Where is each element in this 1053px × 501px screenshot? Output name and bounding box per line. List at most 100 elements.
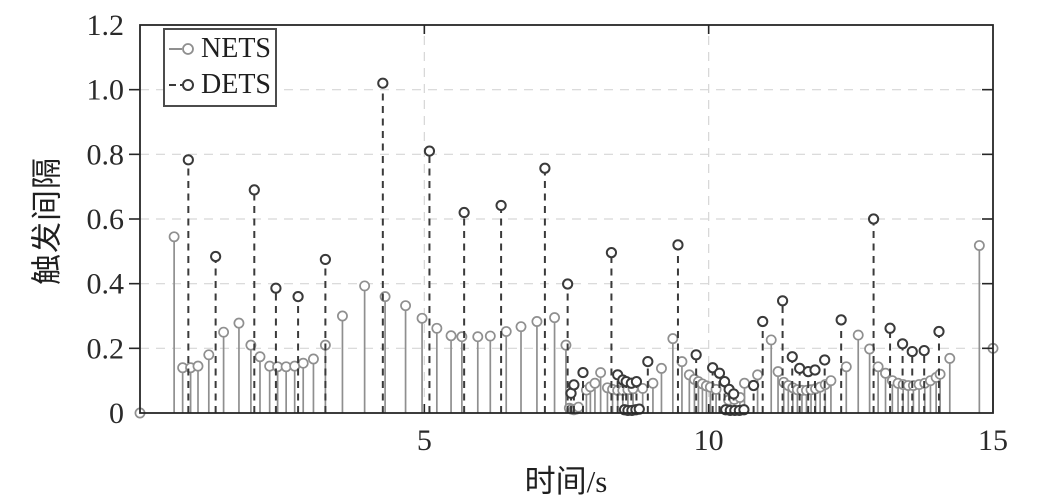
nets-marker xyxy=(233,317,245,329)
nets-marker xyxy=(572,401,584,413)
nets-marker xyxy=(203,349,215,361)
nets-marker xyxy=(739,377,750,389)
dets-marker xyxy=(757,315,769,328)
x-axis-label: 时间/s xyxy=(524,464,608,499)
dets-marker xyxy=(819,354,831,366)
nets-marker xyxy=(710,383,722,395)
nets-marker xyxy=(656,362,667,374)
nets-marker xyxy=(973,240,985,251)
y-tick-label: 0.4 xyxy=(87,268,125,301)
dets-marker xyxy=(690,349,702,361)
dets-marker xyxy=(377,77,389,89)
y-tick-label: 0.8 xyxy=(87,138,125,171)
y-tick-label: 1.0 xyxy=(87,74,125,107)
nets-marker xyxy=(667,333,679,345)
dets-marker xyxy=(630,376,643,388)
dets-marker xyxy=(728,388,740,400)
nets-marker xyxy=(765,334,777,346)
dets-marker xyxy=(672,239,684,251)
gridlines xyxy=(140,25,993,413)
nets-marker xyxy=(400,300,412,312)
nets-marker xyxy=(254,351,266,363)
dets-marker xyxy=(458,206,470,219)
dets-marker xyxy=(713,367,726,379)
y-tick-label: 0 xyxy=(109,397,124,430)
nets-marker xyxy=(637,382,649,394)
dets-marker xyxy=(248,184,260,196)
dets-marker xyxy=(906,345,918,358)
nets-marker xyxy=(472,331,484,343)
nets-marker xyxy=(560,339,572,351)
y-axis-label: 触发间隔 xyxy=(29,157,65,285)
dets-marker xyxy=(786,351,798,363)
nets-marker xyxy=(752,369,764,381)
nets-marker xyxy=(218,326,230,338)
nets-marker xyxy=(431,322,443,334)
nets-marker xyxy=(531,316,543,327)
dets-marker xyxy=(884,322,896,334)
dets-marker xyxy=(577,366,589,379)
y-tick-label: 0.6 xyxy=(87,203,125,236)
nets-marker-icon xyxy=(169,43,194,55)
x-tick-label: 10 xyxy=(694,424,724,457)
dets-marker xyxy=(539,162,551,174)
legend-item-dets: DETS xyxy=(168,67,275,103)
dets-marker xyxy=(292,291,304,303)
dets-marker xyxy=(867,213,880,225)
x-tick-label: 5 xyxy=(417,424,432,457)
nets-series xyxy=(134,231,999,419)
dets-marker xyxy=(896,338,909,350)
nets-marker xyxy=(872,361,884,373)
nets-marker xyxy=(336,310,348,322)
nets-marker xyxy=(359,280,371,292)
nets-marker xyxy=(825,375,837,387)
dets-marker xyxy=(568,379,580,391)
x-tick-label: 15 xyxy=(978,424,1008,457)
nets-marker xyxy=(445,330,457,342)
dets-marker xyxy=(605,247,618,259)
dets-marker xyxy=(495,199,507,212)
nets-marker xyxy=(934,368,946,380)
dets-marker xyxy=(562,278,574,290)
dets-marker xyxy=(835,314,847,326)
y-tick-label: 1.2 xyxy=(87,9,125,42)
dets-marker xyxy=(319,253,331,266)
dets-marker xyxy=(776,295,789,307)
dets-marker xyxy=(270,282,282,294)
legend: NETS DETS xyxy=(163,28,277,107)
nets-marker xyxy=(772,366,784,378)
nets-marker xyxy=(840,361,852,373)
nets-marker xyxy=(192,360,204,372)
legend-item-nets: NETS xyxy=(168,31,275,67)
legend-label-nets: NETS xyxy=(201,33,271,64)
dets-marker xyxy=(918,344,930,357)
nets-marker xyxy=(589,377,601,389)
nets-marker xyxy=(245,339,257,351)
nets-marker xyxy=(307,353,319,365)
nets-marker xyxy=(168,231,180,243)
nets-marker xyxy=(852,329,864,341)
nets-marker xyxy=(484,330,496,342)
nets-marker xyxy=(595,367,607,379)
nets-marker xyxy=(647,377,659,389)
dets-marker xyxy=(423,145,436,157)
tick-marks xyxy=(129,25,993,413)
nets-marker xyxy=(416,312,428,324)
dets-marker xyxy=(738,404,750,416)
nets-marker xyxy=(515,321,527,333)
dets-marker-icon xyxy=(169,79,194,91)
nets-marker xyxy=(500,326,512,337)
dets-marker xyxy=(747,379,760,392)
dets-marker xyxy=(182,154,194,166)
legend-label-dets: DETS xyxy=(201,69,271,100)
dets-marker xyxy=(809,364,821,376)
tick-labels: 0 0.2 0.4 0.6 0.8 1.0 1.2 5 10 15 xyxy=(87,9,1009,457)
nets-marker xyxy=(944,352,956,364)
dets-marker xyxy=(210,250,222,263)
nets-marker xyxy=(549,312,561,324)
dets-marker xyxy=(933,325,945,338)
y-tick-label: 0.2 xyxy=(87,332,125,365)
nets-marker xyxy=(880,367,891,379)
